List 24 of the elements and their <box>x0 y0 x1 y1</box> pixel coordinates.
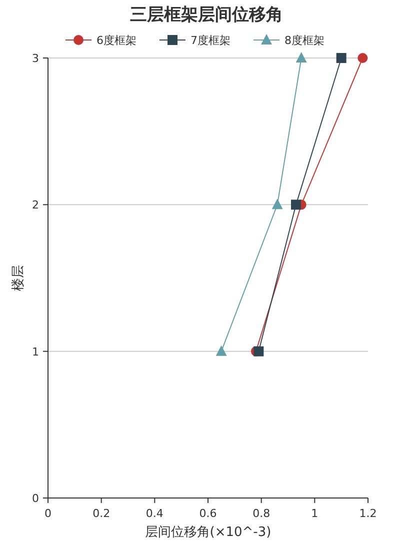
point <box>296 52 307 62</box>
legend-label: 7度框架 <box>190 34 230 47</box>
y-tick-label: 0 <box>32 492 39 505</box>
x-axis-title: 层间位移角(×10^-3) <box>144 525 272 540</box>
point <box>358 53 368 63</box>
y-axis-title: 楼层 <box>11 265 26 291</box>
x-tick-label: 0.4 <box>146 507 164 520</box>
y-tick-label: 3 <box>32 52 39 65</box>
point <box>254 346 264 356</box>
x-tick-label: 0.2 <box>92 507 110 520</box>
y-tick-label: 1 <box>32 345 39 358</box>
legend-label: 8度框架 <box>284 34 324 47</box>
x-tick-label: 1.2 <box>359 507 377 520</box>
x-tick-label: 0.8 <box>252 507 270 520</box>
point <box>336 53 346 63</box>
point <box>216 345 227 356</box>
legend-label: 6度框架 <box>96 34 136 47</box>
x-tick-label: 1 <box>311 507 318 520</box>
point <box>291 200 301 210</box>
x-tick-label: 0.6 <box>199 507 217 520</box>
chart-title: 三层框架层间位移角 <box>130 5 283 25</box>
x-tick-label: 0 <box>44 507 52 520</box>
point <box>272 198 283 210</box>
y-tick-label: 2 <box>32 198 39 212</box>
